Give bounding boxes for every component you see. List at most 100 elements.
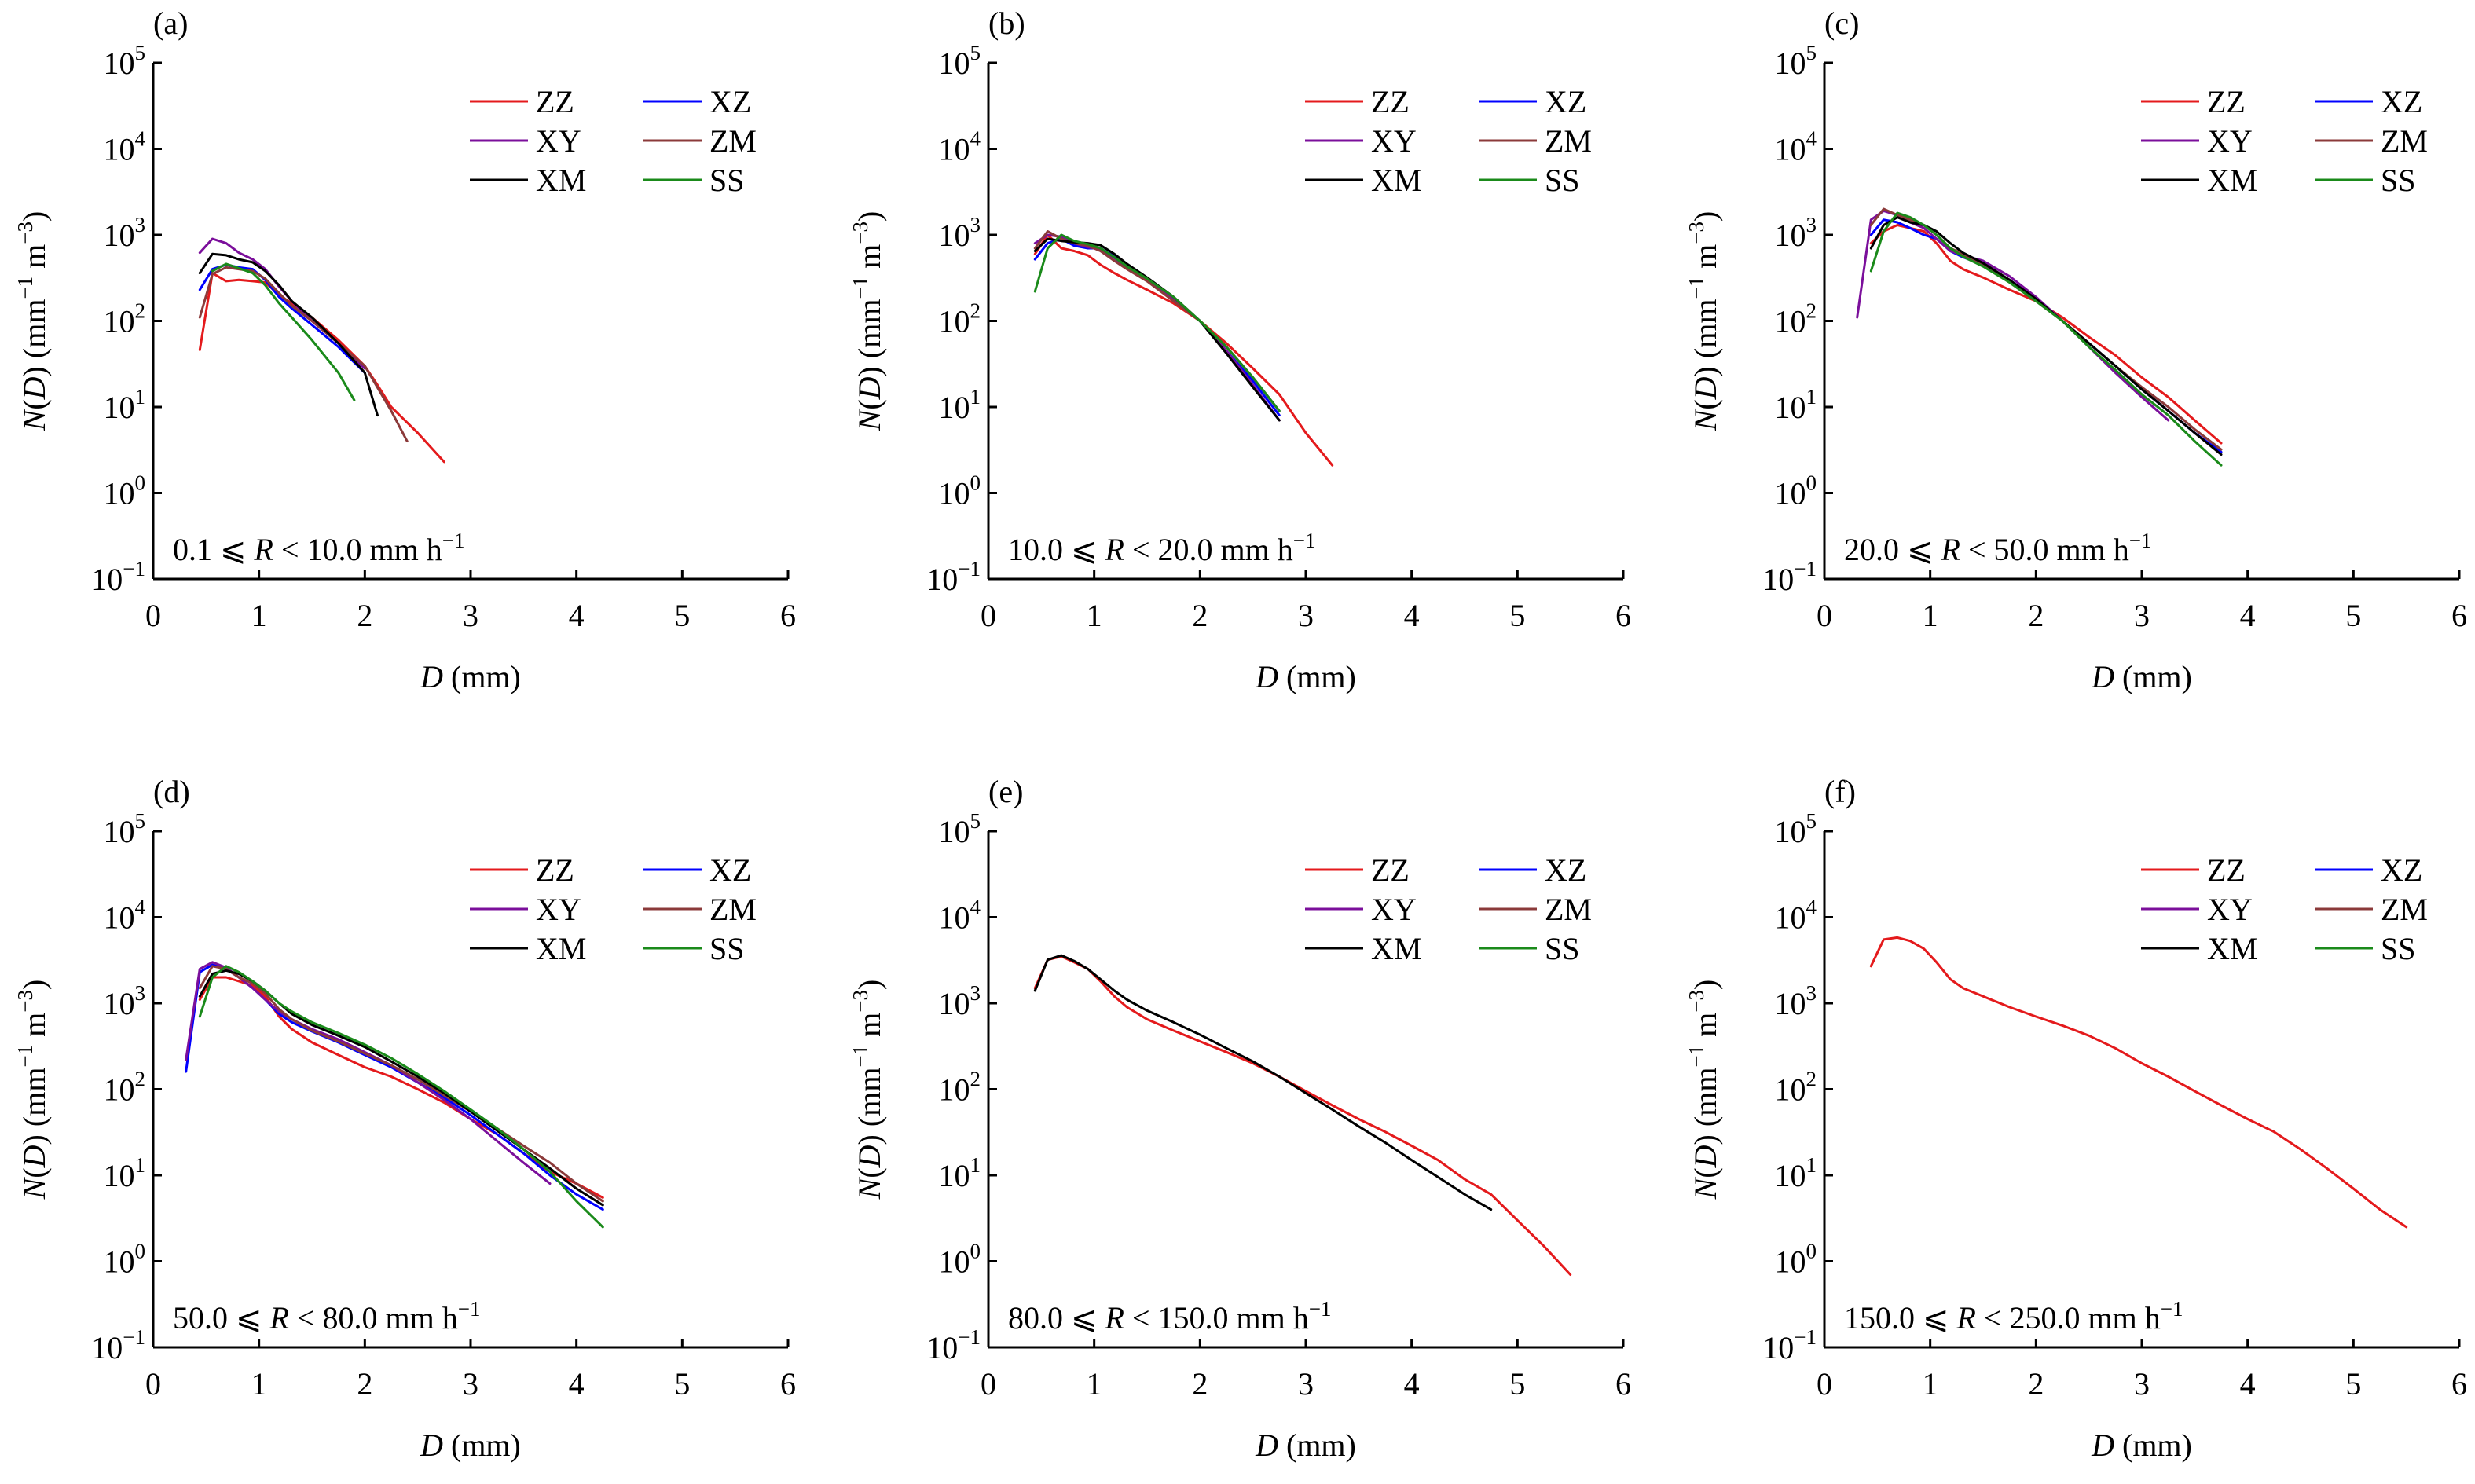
y-axis-label-paren: (: [16, 1167, 52, 1178]
y-axis-label-var2: D: [16, 1145, 52, 1168]
x-axis-label-var: D: [1255, 659, 1278, 694]
x-tick-label: 0: [1817, 1366, 1832, 1402]
legend-label-ss: SS: [1545, 931, 1580, 966]
x-axis-label-var: D: [420, 1427, 443, 1463]
legend-label-zm: ZM: [1545, 892, 1592, 927]
y-tick-label: 101: [939, 1153, 981, 1193]
y-tick-base: 10: [926, 1330, 958, 1365]
series-line-zz: [1869, 936, 2408, 1229]
y-tick-exponent: 5: [135, 809, 146, 833]
y-axis-label-sup2: −3: [1685, 990, 1708, 1013]
y-tick-label: 103: [939, 213, 981, 253]
series-line-zz: [1033, 233, 1334, 467]
y-tick-exponent: 0: [1806, 1240, 1817, 1263]
y-tick-exponent: 1: [970, 385, 981, 409]
x-tick-label: 6: [780, 1366, 796, 1402]
y-axis-label-sup2: −3: [1685, 222, 1708, 244]
y-axis-label-close: ): [1688, 980, 1723, 990]
y-tick-label: 101: [939, 385, 981, 425]
y-axis-label-unit: ) (mm: [16, 1068, 52, 1145]
y-tick-label: 101: [1775, 385, 1817, 425]
annotation-var: R: [1105, 1300, 1124, 1336]
x-tick-label: 2: [2028, 1366, 2044, 1402]
y-axis-label-paren: (: [1688, 399, 1723, 409]
annotation-upper: < 250.0 mm h: [1976, 1300, 2161, 1336]
y-axis-label-sup: −1: [13, 1045, 37, 1068]
x-tick-label: 1: [1087, 1366, 1102, 1402]
rain-rate-annotation: 20.0 ⩽ R < 50.0 mm h−1: [1844, 529, 2151, 567]
y-tick-label: 101: [104, 385, 146, 425]
annotation-var: R: [254, 532, 273, 567]
legend-label-zz: ZZ: [1371, 852, 1410, 888]
y-tick-exponent: 3: [970, 213, 981, 236]
y-tick-base: 10: [939, 986, 970, 1021]
legend-label-xm: XM: [536, 163, 586, 198]
panel-label: (d): [153, 774, 190, 809]
y-tick-exponent: 4: [970, 896, 981, 919]
y-tick-exponent: 1: [970, 1153, 981, 1177]
y-tick-base: 10: [939, 476, 970, 511]
series-line-zm: [198, 266, 409, 443]
y-tick-label: 104: [104, 896, 146, 936]
rain-rate-annotation: 150.0 ⩽ R < 250.0 mm h−1: [1844, 1297, 2183, 1336]
y-tick-base: 10: [104, 218, 135, 253]
y-tick-base: 10: [1775, 1244, 1806, 1280]
y-axis-label-close: ): [852, 980, 887, 990]
series-line-zm: [1033, 230, 1281, 412]
y-tick-base: 10: [104, 46, 135, 81]
x-tick-label: 3: [463, 598, 478, 633]
y-axis-label-var2: D: [852, 376, 887, 400]
annotation-lower: 80.0 ⩽: [1008, 1300, 1106, 1336]
y-tick-label: 103: [104, 981, 146, 1021]
y-tick-base: 10: [104, 1072, 135, 1108]
y-tick-label: 104: [939, 896, 981, 936]
y-tick-base: 10: [939, 814, 970, 849]
y-tick-exponent: 1: [135, 1153, 146, 1177]
y-axis-label-var2: D: [1688, 376, 1723, 400]
annotation-lower: 150.0 ⩽: [1844, 1300, 1957, 1336]
y-tick-label: 103: [939, 981, 981, 1021]
y-axis-label-var: N: [852, 1176, 887, 1200]
y-tick-label: 101: [104, 1153, 146, 1193]
y-axis-label-unit: ) (mm: [1688, 1068, 1723, 1145]
y-axis-label-var: N: [1688, 408, 1723, 431]
legend-label-xm: XM: [536, 931, 586, 966]
x-tick-label: 2: [1192, 598, 1208, 633]
y-tick-base: 10: [1775, 1158, 1806, 1193]
y-tick-exponent: −1: [958, 557, 981, 581]
y-tick-exponent: 0: [970, 471, 981, 495]
y-tick-base: 10: [1775, 476, 1806, 511]
series-line-xy: [1856, 210, 2170, 422]
series-line-xy: [185, 961, 552, 1185]
panel-label: (f): [1824, 774, 1856, 809]
x-tick-label: 0: [981, 598, 996, 633]
series-line-xz: [1033, 237, 1281, 417]
x-tick-label: 1: [251, 1366, 267, 1402]
x-tick-label: 4: [2240, 598, 2256, 633]
rain-rate-annotation: 10.0 ⩽ R < 20.0 mm h−1: [1008, 529, 1315, 567]
y-axis-label-var: N: [16, 1176, 52, 1200]
y-axis-label-unit: ) (mm: [1688, 299, 1723, 377]
y-tick-base: 10: [1762, 1330, 1794, 1365]
y-tick-base: 10: [939, 900, 970, 936]
y-tick-exponent: −1: [123, 1325, 145, 1349]
y-tick-exponent: −1: [958, 1325, 981, 1349]
series-line-zz: [198, 272, 446, 464]
y-tick-label: 103: [1775, 213, 1817, 253]
x-axis-label-unit: (mm): [2114, 659, 2192, 694]
legend-label-zz: ZZ: [536, 852, 574, 888]
legend-label-xz: XZ: [710, 84, 751, 119]
y-tick-exponent: 5: [970, 41, 981, 64]
x-axis-label-unit: (mm): [1278, 659, 1356, 694]
annotation-sup: −1: [2161, 1297, 2184, 1321]
y-tick-label: 105: [939, 41, 981, 81]
y-tick-exponent: 2: [970, 299, 981, 323]
annotation-sup: −1: [2129, 529, 2152, 552]
y-axis-label-paren: (: [852, 399, 887, 409]
legend: ZZ XZ XY ZM XM SS: [470, 84, 757, 198]
y-axis-label-var2: D: [852, 1145, 887, 1168]
y-axis-label-unit2: m: [16, 244, 52, 277]
legend-label-xz: XZ: [2381, 852, 2422, 888]
